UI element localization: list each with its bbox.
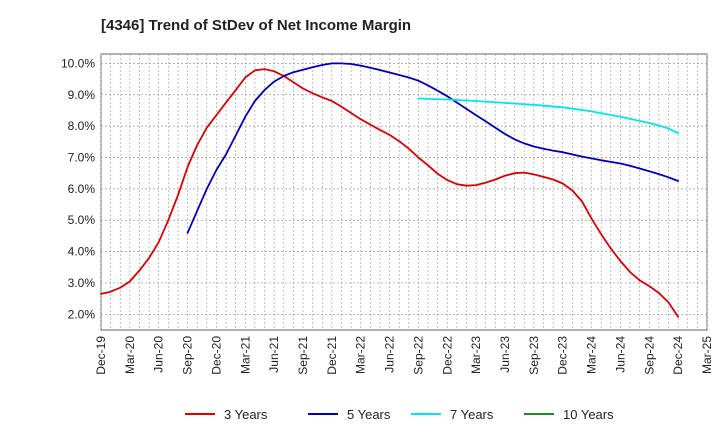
y-tick-label: 5.0%: [68, 213, 96, 227]
x-tick-label: Mar-25: [700, 336, 714, 374]
x-tick-label: Dec-19: [94, 336, 108, 375]
x-axis: Dec-19 Mar-20 Jun-20 Sep-20 Dec-20 Mar-21 Jun-…: [94, 336, 714, 375]
series-line-3-years: [100, 68, 679, 318]
x-tick-label: Mar-20: [123, 336, 137, 374]
legend-label: 5 Years: [347, 407, 391, 422]
x-tick-label: Jun-22: [383, 336, 397, 373]
x-tick-label: Dec-23: [556, 336, 570, 375]
chart-title: [4346] Trend of StDev of Net Income Marg…: [101, 17, 411, 34]
x-tick-label: Sep-23: [527, 336, 541, 375]
x-tick-label: Dec-20: [209, 336, 223, 375]
y-tick-label: 3.0%: [68, 276, 96, 290]
x-tick-label: Jun-24: [613, 336, 627, 373]
x-tick-label: Mar-21: [238, 336, 252, 374]
x-tick-label: Mar-24: [585, 336, 599, 374]
x-tick-label: Jun-23: [498, 336, 512, 373]
x-tick-label: Jun-21: [267, 336, 281, 373]
plot-area: [100, 53, 708, 331]
x-tick-label: Sep-20: [181, 336, 195, 375]
y-tick-label: 9.0%: [68, 88, 96, 102]
series-lines: [100, 62, 679, 318]
y-axis: 2.0% 3.0% 4.0% 5.0% 6.0% 7.0% 8.0% 9.0% 10.0%: [61, 56, 95, 321]
x-tick-label: Jun-20: [152, 336, 166, 373]
x-tick-label: Dec-21: [325, 336, 339, 375]
legend-label: 3 Years: [224, 407, 268, 422]
y-tick-label: 7.0%: [68, 151, 96, 165]
x-tick-label: Mar-23: [469, 336, 483, 374]
y-tick-label: 8.0%: [68, 119, 96, 133]
x-tick-label: Sep-24: [642, 336, 656, 375]
series-line-5-years: [186, 62, 679, 234]
x-tick-label: Mar-22: [354, 336, 368, 374]
legend-label: 10 Years: [563, 407, 614, 422]
x-tick-label: Dec-24: [671, 336, 685, 375]
series-line-7-years: [417, 97, 679, 134]
legend: 3 Years 5 Years 7 Years 10 Years: [185, 407, 614, 422]
x-tick-label: Dec-22: [440, 336, 454, 375]
y-tick-label: 6.0%: [68, 182, 96, 196]
y-tick-label: 4.0%: [68, 245, 96, 259]
x-tick-label: Sep-21: [296, 336, 310, 375]
x-tick-label: Sep-22: [411, 336, 425, 375]
y-tick-label: 2.0%: [68, 307, 96, 321]
legend-label: 7 Years: [450, 407, 494, 422]
grid: [100, 54, 708, 330]
y-tick-label: 10.0%: [61, 56, 95, 70]
